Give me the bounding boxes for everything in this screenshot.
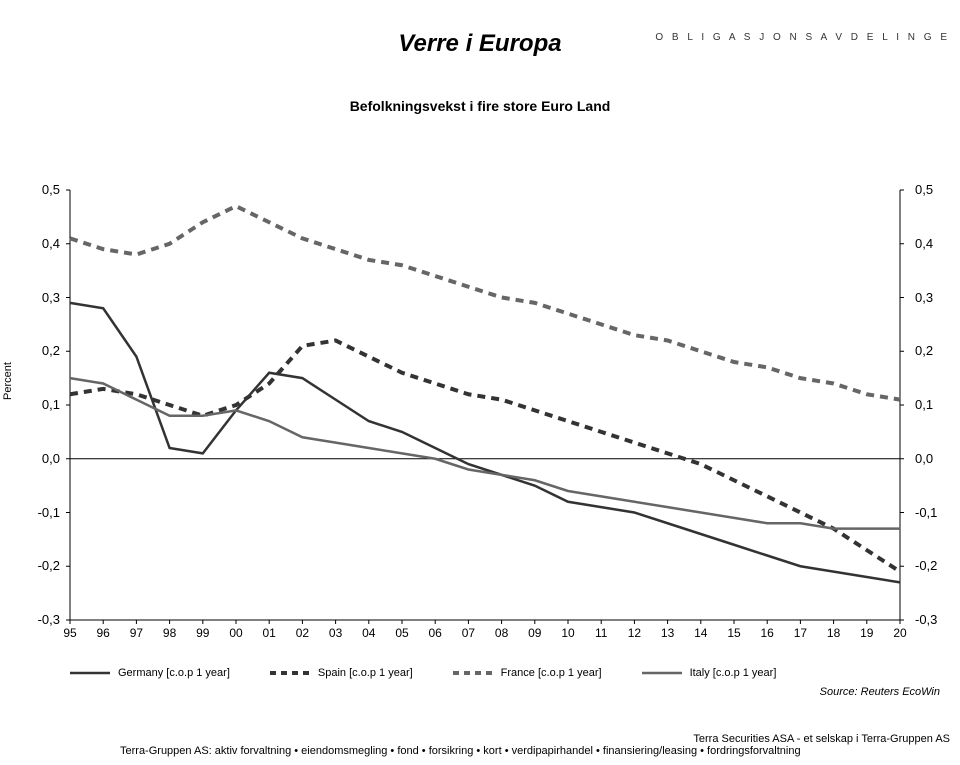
legend-label: France [c.o.p 1 year]: [501, 667, 602, 679]
x-tick: 01: [254, 626, 284, 640]
x-tick: 97: [121, 626, 151, 640]
x-tick: 19: [852, 626, 882, 640]
y-tick-right: 0,2: [915, 343, 945, 358]
x-tick: 96: [88, 626, 118, 640]
y-tick-left: 0,4: [30, 236, 60, 251]
x-tick: 07: [453, 626, 483, 640]
y-tick-left: -0,2: [30, 558, 60, 573]
x-tick: 20: [885, 626, 915, 640]
chart-legend: Germany [c.o.p 1 year] Spain [c.o.p 1 yea…: [70, 666, 776, 680]
x-tick: 00: [221, 626, 251, 640]
x-tick: 09: [520, 626, 550, 640]
x-tick: 12: [619, 626, 649, 640]
y-tick-right: 0,3: [915, 290, 945, 305]
y-tick-right: -0,1: [915, 505, 945, 520]
y-axis-label: Percent: [2, 362, 14, 400]
x-tick: 10: [553, 626, 583, 640]
legend-label: Italy [c.o.p 1 year]: [690, 667, 777, 679]
y-tick-right: 0,1: [915, 397, 945, 412]
y-tick-left: 0,5: [30, 182, 60, 197]
x-tick: 98: [155, 626, 185, 640]
chart-plot-area: [70, 190, 900, 620]
x-tick: 16: [752, 626, 782, 640]
y-tick-right: -0,3: [915, 612, 945, 627]
x-tick: 02: [287, 626, 317, 640]
legend-label: Germany [c.o.p 1 year]: [118, 667, 230, 679]
legend-item: France [c.o.p 1 year]: [453, 666, 602, 680]
x-tick: 18: [819, 626, 849, 640]
y-tick-left: 0,2: [30, 343, 60, 358]
legend-swatch: [642, 666, 682, 680]
y-tick-right: -0,2: [915, 558, 945, 573]
y-tick-left: -0,1: [30, 505, 60, 520]
legend-swatch: [453, 666, 493, 680]
legend-item: Italy [c.o.p 1 year]: [642, 666, 777, 680]
y-tick-right: 0,4: [915, 236, 945, 251]
x-tick: 05: [387, 626, 417, 640]
x-tick: 99: [188, 626, 218, 640]
legend-label: Spain [c.o.p 1 year]: [318, 667, 413, 679]
x-tick: 95: [55, 626, 85, 640]
x-tick: 15: [719, 626, 749, 640]
chart-source: Source: Reuters EcoWin: [820, 686, 940, 698]
y-tick-left: 0,1: [30, 397, 60, 412]
page-footer: Terra Securities ASA - et selskap i Terr…: [20, 733, 960, 757]
x-tick: 06: [420, 626, 450, 640]
chart-svg: [70, 190, 900, 620]
x-tick: 08: [487, 626, 517, 640]
x-tick: 13: [653, 626, 683, 640]
y-tick-right: 0,5: [915, 182, 945, 197]
y-tick-right: 0,0: [915, 451, 945, 466]
footer-services: Terra-Gruppen AS: aktiv forvaltning • ei…: [20, 745, 960, 757]
x-tick: 11: [586, 626, 616, 640]
x-tick: 04: [354, 626, 384, 640]
chart-subtitle: Befolkningsvekst i fire store Euro Land: [0, 98, 960, 114]
legend-swatch: [70, 666, 110, 680]
y-tick-left: 0,3: [30, 290, 60, 305]
x-tick: 03: [321, 626, 351, 640]
y-tick-left: 0,0: [30, 451, 60, 466]
legend-swatch: [270, 666, 310, 680]
legend-item: Germany [c.o.p 1 year]: [70, 666, 230, 680]
x-tick: 17: [785, 626, 815, 640]
legend-item: Spain [c.o.p 1 year]: [270, 666, 413, 680]
y-tick-left: -0,3: [30, 612, 60, 627]
page-header-spaced: O B L I G A S J O N S A V D E L I N G E: [655, 32, 950, 43]
x-tick: 14: [686, 626, 716, 640]
